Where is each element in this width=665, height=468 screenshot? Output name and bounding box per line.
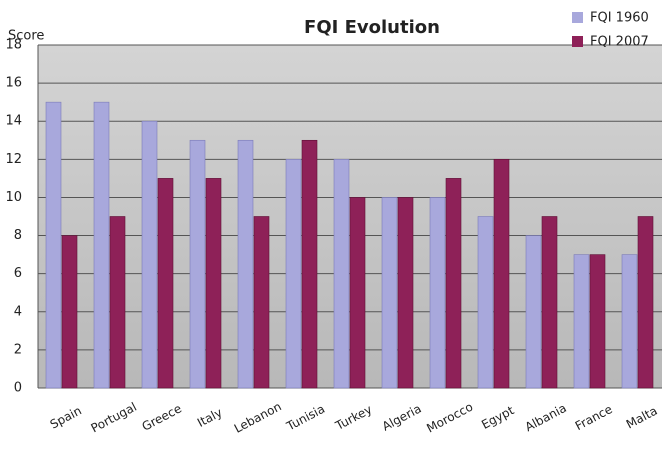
x-tick-label: Algeria bbox=[380, 401, 424, 433]
bar bbox=[61, 235, 78, 389]
x-tick-label: Tunisia bbox=[283, 402, 327, 434]
y-tick-label: 6 bbox=[14, 266, 22, 281]
y-tick-label: 14 bbox=[5, 114, 22, 129]
x-tick-label: Spain bbox=[48, 404, 84, 432]
bar bbox=[589, 254, 606, 389]
legend-label: FQI 1960 bbox=[590, 11, 649, 26]
y-tick-label: 2 bbox=[14, 342, 22, 357]
bar bbox=[445, 178, 462, 389]
bar bbox=[349, 197, 366, 389]
bar bbox=[109, 216, 126, 389]
bar bbox=[493, 159, 510, 389]
x-tick-label: Portugal bbox=[89, 400, 139, 436]
bar bbox=[285, 159, 302, 389]
bar bbox=[397, 197, 414, 389]
y-tick-label: 18 bbox=[5, 38, 22, 53]
bar bbox=[429, 197, 446, 389]
bar bbox=[157, 178, 174, 389]
y-tick-label: 12 bbox=[5, 152, 22, 167]
y-tick-label: 16 bbox=[5, 76, 22, 91]
bar bbox=[541, 216, 558, 389]
x-tick-label: Morocco bbox=[424, 400, 475, 436]
legend-swatch bbox=[572, 12, 583, 23]
chart-title: FQI Evolution bbox=[304, 17, 440, 38]
x-tick-label: Malta bbox=[624, 404, 660, 432]
y-tick-label: 4 bbox=[14, 304, 22, 319]
bar bbox=[237, 139, 254, 389]
x-tick-label: Lebanon bbox=[232, 399, 284, 435]
bar bbox=[253, 216, 270, 389]
bar bbox=[477, 216, 494, 389]
bar bbox=[621, 254, 638, 389]
x-tick-label: Turkey bbox=[332, 402, 374, 433]
bar bbox=[189, 139, 206, 389]
bar bbox=[637, 216, 654, 389]
y-tick-label: 10 bbox=[5, 190, 22, 205]
bar bbox=[381, 197, 398, 389]
bar bbox=[301, 139, 318, 389]
y-tick-label: 8 bbox=[14, 228, 22, 243]
x-tick-label: Egypt bbox=[479, 403, 516, 432]
x-tick-label: Albania bbox=[523, 401, 569, 434]
y-tick-label: 0 bbox=[14, 381, 22, 396]
x-tick-label: Greece bbox=[140, 401, 184, 433]
bar bbox=[45, 101, 62, 389]
y-axis-label: Score bbox=[8, 29, 44, 44]
bar bbox=[205, 178, 222, 389]
bar bbox=[525, 235, 542, 389]
x-tick-label: France bbox=[573, 402, 615, 433]
legend-swatch bbox=[572, 36, 583, 47]
bar bbox=[333, 159, 350, 389]
bar bbox=[141, 120, 158, 389]
bar bbox=[573, 254, 590, 389]
legend-label: FQI 2007 bbox=[590, 35, 649, 50]
x-tick-label: Italy bbox=[195, 405, 225, 430]
bar bbox=[93, 101, 110, 389]
